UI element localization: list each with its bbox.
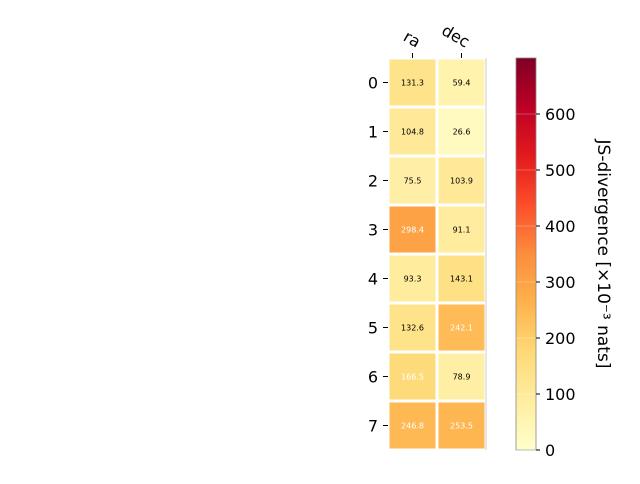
heatmap-cell-7-dec xyxy=(438,402,485,449)
colorbar-gradient xyxy=(515,57,537,451)
heatmap-cell-5-ra xyxy=(389,304,436,351)
cell-value-label: 91.1 xyxy=(453,226,471,235)
cell-value-label: 104.8 xyxy=(401,128,424,137)
cell-value-label: 246.8 xyxy=(401,422,424,431)
cell-value-label: 131.3 xyxy=(401,79,424,88)
row-label-0: 0 xyxy=(368,74,378,93)
colorbar-ticks: 0 100 200 300 400 500 600 xyxy=(516,105,576,460)
heatmap-cell-5-dec xyxy=(438,304,485,351)
cell-value-label: 78.9 xyxy=(453,373,471,382)
heatmap-cell-7-ra xyxy=(389,402,436,449)
cell-value-label: 26.6 xyxy=(453,128,471,137)
row-label-1: 1 xyxy=(368,123,378,142)
row-label-4: 4 xyxy=(368,270,378,289)
column-labels: ra dec xyxy=(400,21,473,58)
colorbar-tick-label: 300 xyxy=(545,273,576,292)
heatmap-cells: 131.3 59.4 104.8 26.6 75.5 103.9 298.4 91.1 93.3… xyxy=(389,59,485,449)
column-label-dec: dec xyxy=(439,21,473,52)
heatmap-cell-3-dec xyxy=(438,206,485,253)
cell-value-label: 103.9 xyxy=(450,177,473,186)
colorbar: 0 100 200 300 400 500 600 JS-divergence [×10⁻³… xyxy=(515,57,613,460)
heatmap-cell-4-dec xyxy=(438,255,485,302)
cell-value-label: 75.5 xyxy=(404,177,422,186)
column-label-ra: ra xyxy=(400,27,424,52)
heatmap-cell-2-ra xyxy=(389,157,436,204)
cell-value-label: 298.4 xyxy=(401,226,424,235)
row-labels: 0 1 2 3 4 5 6 7 xyxy=(368,74,388,436)
colorbar-tick-label: 600 xyxy=(545,105,576,124)
heatmap-cell-2-dec xyxy=(438,157,485,204)
colorbar-tick-label: 400 xyxy=(545,217,576,236)
cell-value-label: 59.4 xyxy=(453,79,471,88)
heatmap-cell-3-ra xyxy=(389,206,436,253)
heatmap-cell-1-ra xyxy=(389,108,436,155)
colorbar-tick-label: 500 xyxy=(545,161,576,180)
colorbar-tick-label: 200 xyxy=(545,329,576,348)
colorbar-tick-label: 0 xyxy=(545,441,555,460)
cell-value-label: 143.1 xyxy=(450,275,473,284)
colorbar-label: JS-divergence [×10⁻³ nats] xyxy=(593,139,613,369)
cell-value-label: 132.6 xyxy=(401,324,424,333)
row-label-7: 7 xyxy=(368,417,378,436)
cell-value-label: 242.1 xyxy=(450,324,473,333)
heatmap-cell-6-dec xyxy=(438,353,485,400)
cell-value-label: 166.5 xyxy=(401,373,424,382)
heatmap-cell-4-ra xyxy=(389,255,436,302)
cell-value-label: 253.5 xyxy=(450,422,473,431)
heatmap-cell-0-ra xyxy=(389,59,436,106)
colorbar-tick-label: 100 xyxy=(545,385,576,404)
heatmap-cell-6-ra xyxy=(389,353,436,400)
row-label-5: 5 xyxy=(368,319,378,338)
row-label-2: 2 xyxy=(368,172,378,191)
heatmap-cell-1-dec xyxy=(438,108,485,155)
row-label-3: 3 xyxy=(368,221,378,240)
row-label-6: 6 xyxy=(368,368,378,387)
heatmap-cell-0-dec xyxy=(438,59,485,106)
cell-value-label: 93.3 xyxy=(404,275,422,284)
